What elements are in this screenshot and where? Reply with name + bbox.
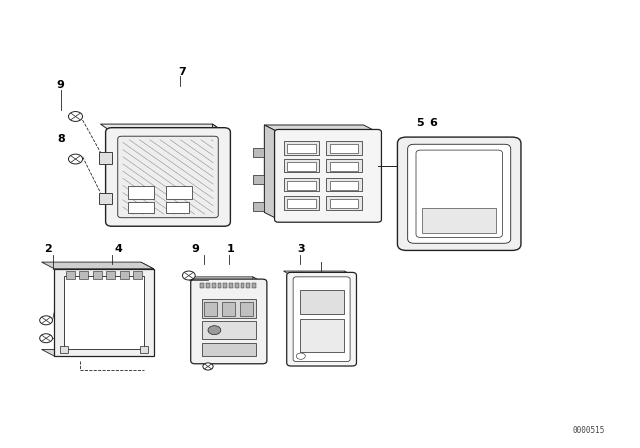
Bar — [229, 283, 233, 288]
Bar — [330, 144, 358, 153]
Bar — [202, 299, 256, 318]
Polygon shape — [284, 271, 352, 276]
Bar — [218, 283, 221, 288]
Polygon shape — [141, 262, 154, 356]
Bar — [206, 283, 210, 288]
Bar — [64, 276, 144, 349]
Bar — [287, 144, 316, 153]
Circle shape — [296, 353, 305, 359]
Polygon shape — [253, 202, 264, 211]
Polygon shape — [253, 148, 264, 157]
Bar — [140, 346, 148, 353]
Polygon shape — [264, 125, 364, 212]
Polygon shape — [100, 124, 224, 132]
Polygon shape — [42, 349, 154, 356]
Bar — [240, 302, 253, 316]
Bar — [54, 269, 154, 356]
Bar — [106, 271, 115, 279]
FancyBboxPatch shape — [416, 150, 502, 237]
Bar — [120, 271, 129, 279]
Polygon shape — [264, 125, 278, 220]
Bar — [330, 181, 358, 190]
Bar — [326, 178, 362, 191]
Polygon shape — [186, 277, 262, 282]
Circle shape — [68, 112, 83, 121]
Polygon shape — [99, 193, 112, 204]
Bar — [326, 159, 362, 172]
Polygon shape — [264, 125, 378, 132]
Bar — [200, 283, 204, 288]
FancyBboxPatch shape — [106, 128, 230, 226]
Circle shape — [40, 316, 52, 325]
Text: 8: 8 — [57, 134, 65, 144]
Polygon shape — [212, 124, 224, 222]
Bar — [133, 271, 142, 279]
Bar — [300, 290, 344, 314]
Bar — [330, 199, 358, 208]
Bar — [212, 283, 216, 288]
Bar — [284, 141, 319, 155]
Bar — [241, 283, 244, 288]
Polygon shape — [253, 277, 262, 361]
Circle shape — [182, 271, 195, 280]
Bar — [252, 283, 256, 288]
Bar — [326, 141, 362, 155]
Bar — [202, 343, 256, 356]
Circle shape — [68, 154, 83, 164]
Bar — [330, 162, 358, 171]
Bar — [326, 196, 362, 210]
Text: 3: 3 — [297, 244, 305, 254]
Bar — [93, 271, 102, 279]
Circle shape — [40, 334, 52, 343]
FancyBboxPatch shape — [397, 137, 521, 250]
Bar — [287, 162, 316, 171]
Bar — [284, 178, 319, 191]
Bar — [246, 283, 250, 288]
Text: 6: 6 — [429, 118, 437, 128]
Text: 7: 7 — [179, 67, 186, 77]
Text: 4: 4 — [115, 244, 122, 254]
Bar — [284, 159, 319, 172]
FancyBboxPatch shape — [293, 277, 350, 362]
Text: 2: 2 — [44, 244, 52, 254]
FancyBboxPatch shape — [275, 129, 381, 222]
Bar — [204, 302, 217, 316]
Text: 9: 9 — [57, 80, 65, 90]
Polygon shape — [99, 152, 112, 164]
FancyBboxPatch shape — [191, 279, 267, 364]
Bar — [166, 202, 189, 213]
Bar — [223, 283, 227, 288]
Bar — [60, 346, 68, 353]
Polygon shape — [253, 175, 264, 184]
Bar — [66, 271, 75, 279]
Bar — [284, 196, 319, 210]
Circle shape — [203, 363, 213, 370]
Polygon shape — [42, 262, 154, 269]
Bar — [287, 181, 316, 190]
Bar — [300, 319, 344, 352]
Text: 1: 1 — [227, 244, 234, 254]
Bar — [222, 302, 235, 316]
Bar — [128, 202, 154, 213]
Bar — [79, 271, 88, 279]
Text: 5: 5 — [417, 118, 424, 128]
Bar — [166, 186, 192, 199]
Text: 9: 9 — [191, 244, 199, 254]
FancyBboxPatch shape — [408, 144, 511, 243]
FancyBboxPatch shape — [118, 136, 218, 218]
Circle shape — [208, 326, 221, 335]
Bar — [128, 186, 154, 199]
Bar — [287, 199, 316, 208]
FancyBboxPatch shape — [287, 272, 356, 366]
Polygon shape — [344, 271, 352, 363]
Bar — [202, 321, 256, 339]
Bar — [422, 208, 496, 233]
Bar — [235, 283, 239, 288]
Text: 0000515: 0000515 — [572, 426, 605, 435]
